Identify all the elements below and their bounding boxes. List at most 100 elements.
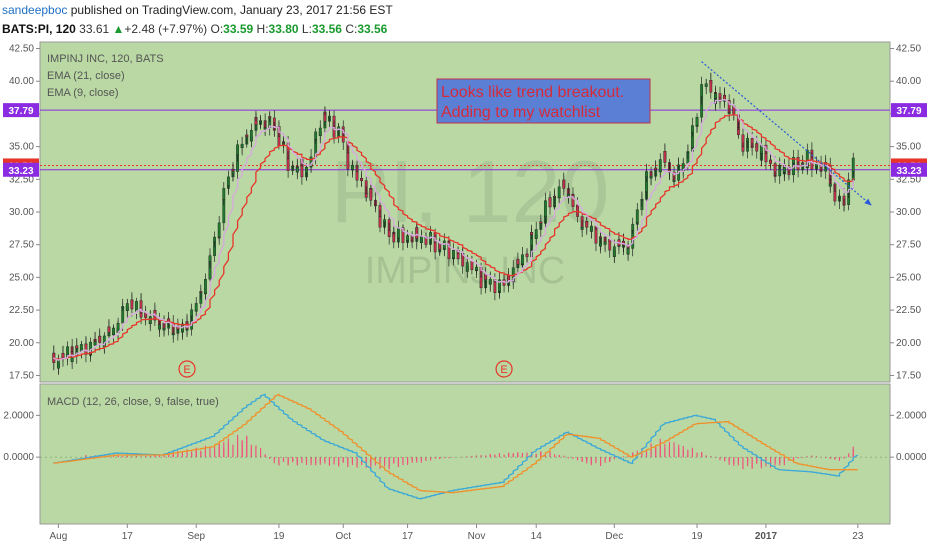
- price-tick-label-left: 30.00: [9, 207, 34, 218]
- trend-line[interactable]: [701, 61, 873, 206]
- macd-panel[interactable]: [39, 383, 891, 525]
- level-badge-right-text: 33.23: [896, 166, 921, 177]
- candle-body: [268, 116, 272, 119]
- symbol-label: BATS:PI, 120: [2, 22, 76, 36]
- candle-body: [295, 167, 299, 173]
- event-marker: [178, 360, 196, 378]
- candle-body: [741, 146, 745, 152]
- candle-body: [89, 341, 92, 355]
- candle-body: [240, 143, 244, 148]
- annotation-bg: [436, 78, 651, 124]
- candle-body: [553, 195, 556, 198]
- candle-body: [470, 261, 474, 271]
- high-value: 33.80: [268, 22, 299, 36]
- candle-body: [539, 221, 543, 224]
- candle-body: [222, 188, 226, 200]
- candle-body: [603, 241, 607, 245]
- candle-body: [589, 225, 593, 232]
- candle-body: [419, 236, 423, 243]
- candle-body: [498, 279, 501, 292]
- candle-body: [658, 159, 662, 173]
- candle-body: [79, 344, 83, 352]
- macd-tick-label-left: 2.0000: [3, 410, 34, 421]
- candle-body: [199, 291, 203, 293]
- price-tick-label-right: 25.00: [896, 272, 921, 283]
- candle-body: [259, 120, 262, 122]
- price-tick-label-right: 35.00: [896, 142, 921, 153]
- candle-body: [383, 219, 386, 223]
- candle-body: [231, 171, 235, 174]
- candle-body: [640, 199, 644, 201]
- candle-body: [112, 327, 115, 336]
- candle-body: [479, 276, 483, 289]
- watermark-symbol: PI, 120: [331, 142, 610, 241]
- level-badge-left-text: 33.23: [8, 166, 33, 177]
- candle-body: [525, 253, 529, 258]
- price-tick-label-left: 42.50: [9, 44, 34, 55]
- price-tick-label-right: 17.50: [896, 370, 921, 381]
- candle-body: [226, 176, 230, 186]
- x-tick-label: 19: [273, 531, 285, 542]
- candle-body: [93, 341, 97, 346]
- candle-body: [139, 312, 143, 318]
- candle-body: [346, 152, 350, 170]
- price-tick-label-left: 25.00: [9, 272, 34, 283]
- event-label: E: [500, 364, 507, 376]
- price-tick-label-right: 20.00: [896, 338, 921, 349]
- candle-body: [493, 281, 497, 294]
- signal-line: [53, 393, 858, 494]
- macd-y-axis: 2.0000 2.0000 0.0000 0.0000: [3, 410, 927, 463]
- candle-body: [819, 170, 823, 172]
- candle-body: [107, 326, 111, 333]
- low-value: 33.56: [311, 22, 342, 36]
- price-tick-label-right: 40.00: [896, 76, 921, 87]
- x-tick-label: Sep: [187, 531, 205, 542]
- candle-body: [773, 175, 777, 177]
- candle-body: [686, 151, 690, 153]
- candle-body: [396, 227, 400, 239]
- level-badge-right: [891, 162, 927, 177]
- candle-body: [318, 127, 322, 136]
- symbol-info: BATS:PI, 120 33.61 ▲+2.48 (+7.97%) O:33.…: [2, 22, 387, 36]
- price-tick-label-right: 32.50: [896, 174, 921, 185]
- author-link[interactable]: sandeepboc: [2, 3, 68, 17]
- candle-body: [245, 134, 249, 137]
- x-tick-label: Nov: [468, 531, 486, 542]
- candle-body: [677, 164, 681, 167]
- candle-body: [61, 353, 65, 358]
- candle-body: [217, 222, 221, 238]
- up-arrow-icon: ▲: [112, 22, 125, 36]
- annotation-box[interactable]: Looks like trend breakout. Adding to my …: [436, 78, 651, 124]
- candle-body: [792, 157, 795, 164]
- candle-body: [631, 224, 635, 231]
- candle-body: [838, 195, 841, 198]
- candle-body: [272, 129, 276, 131]
- candle-body: [635, 209, 639, 223]
- candle-body: [562, 179, 566, 189]
- candle-body: [782, 166, 786, 173]
- candle-body: [456, 253, 460, 260]
- price-tick-label-left: 22.50: [9, 305, 34, 316]
- candle-body: [401, 231, 405, 243]
- macd-tick-label-left: 0.0000: [3, 452, 34, 463]
- candle-body: [516, 258, 520, 265]
- candle-body: [291, 165, 295, 168]
- candle-body: [544, 200, 547, 217]
- candle-body: [424, 238, 428, 245]
- candle-body: [557, 186, 561, 199]
- candle-body: [465, 262, 469, 272]
- candle-body: [691, 125, 694, 133]
- macd-tick-label-right: 2.0000: [896, 410, 927, 421]
- candle-body: [213, 236, 216, 242]
- candle-body: [194, 303, 198, 312]
- ema9-legend: EMA (9, close): [47, 87, 119, 99]
- candle-body: [98, 335, 102, 343]
- candle-body: [236, 144, 239, 156]
- candle-body: [750, 146, 754, 148]
- price-tick-label-left: 27.50: [9, 240, 34, 251]
- candle-body: [300, 165, 304, 178]
- candle-body: [410, 240, 414, 243]
